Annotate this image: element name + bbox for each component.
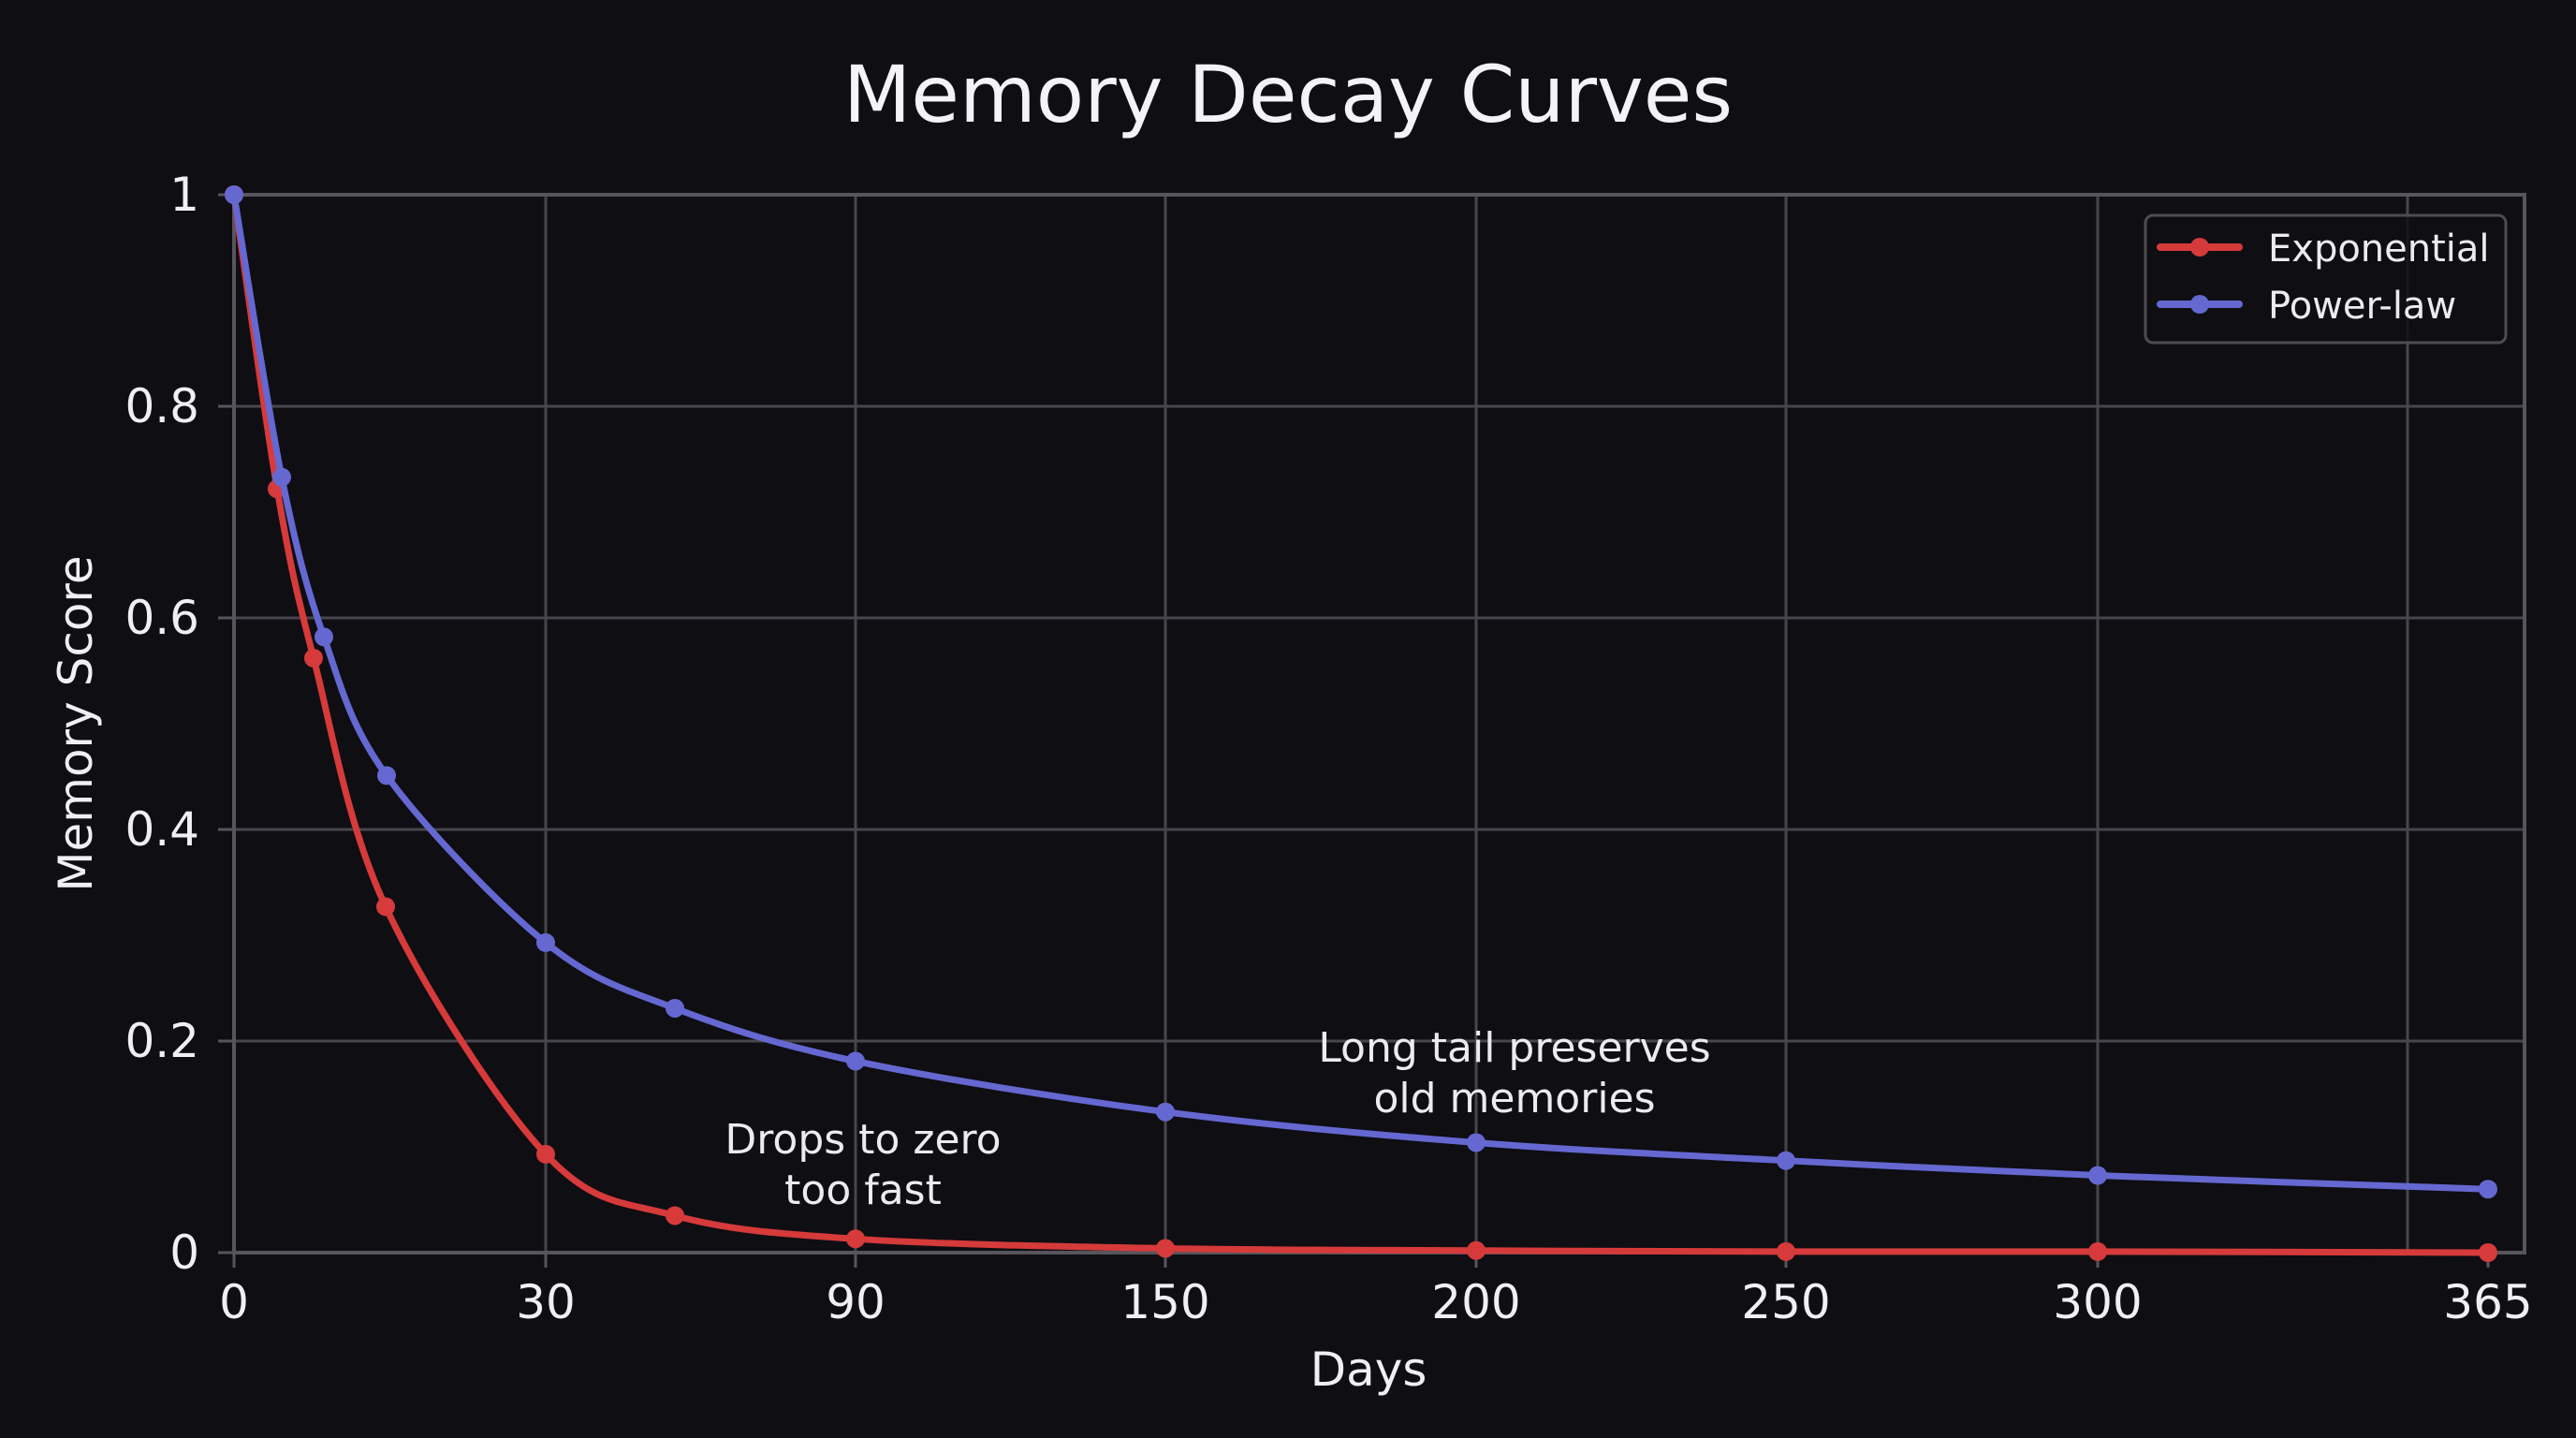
- data-point-marker[interactable]: [1467, 1240, 1486, 1260]
- y-axis-ticks: 0 0.2 0.4 0.6 0.8 1: [124, 168, 234, 1280]
- data-point-marker[interactable]: [315, 627, 333, 647]
- annotation-line: Long tail preserves: [1318, 1024, 1710, 1072]
- data-point-marker[interactable]: [666, 998, 684, 1018]
- x-tick-label: 200: [1431, 1275, 1520, 1329]
- data-point-marker[interactable]: [1156, 1102, 1175, 1122]
- y-tick-label: 0.8: [124, 379, 199, 433]
- annotation-line: Drops to zero: [724, 1116, 1001, 1164]
- data-point-marker[interactable]: [304, 648, 323, 668]
- data-point-marker[interactable]: [225, 185, 243, 204]
- x-tick-label: 150: [1120, 1275, 1209, 1329]
- chart-title: Memory Decay Curves: [843, 49, 1733, 140]
- data-point-marker[interactable]: [2088, 1166, 2107, 1185]
- data-point-marker[interactable]: [2479, 1243, 2497, 1262]
- data-point-marker[interactable]: [2088, 1241, 2107, 1261]
- y-tick-label: 0.4: [124, 802, 199, 857]
- x-tick-label: 250: [1741, 1275, 1830, 1329]
- legend-power-law-label: Power-law: [2268, 285, 2456, 328]
- y-tick-label: 0.6: [124, 591, 199, 645]
- data-point-marker[interactable]: [2479, 1180, 2497, 1199]
- data-point-marker[interactable]: [376, 897, 395, 917]
- data-point-marker[interactable]: [536, 932, 555, 952]
- legend-item-power-law[interactable]: Power-law: [2157, 285, 2456, 328]
- x-tick-label: 365: [2443, 1275, 2532, 1329]
- data-point-marker[interactable]: [1467, 1133, 1486, 1152]
- annotation-line: too fast: [784, 1167, 942, 1214]
- legend-exponential-marker-icon: [2190, 238, 2209, 257]
- data-point-marker[interactable]: [1777, 1151, 1795, 1170]
- x-tick-label: 90: [826, 1275, 886, 1329]
- series-power-law: [225, 185, 2497, 1199]
- y-axis-label: Memory Score: [49, 555, 103, 891]
- legend: Exponential Power-law: [2144, 213, 2508, 345]
- x-axis-ticks: 0 30 90 150 200 250 300 365: [219, 1253, 2533, 1329]
- x-tick-label: 0: [219, 1275, 249, 1329]
- legend-item-exponential[interactable]: Exponential: [2157, 227, 2490, 271]
- data-point-marker[interactable]: [377, 766, 396, 785]
- legend-exponential-label: Exponential: [2268, 227, 2490, 271]
- data-point-marker[interactable]: [536, 1144, 555, 1164]
- y-tick-label: 1: [169, 168, 199, 222]
- data-point-marker[interactable]: [666, 1206, 684, 1225]
- x-tick-label: 30: [516, 1275, 576, 1329]
- data-point-marker[interactable]: [272, 467, 291, 487]
- annotation-line: old memories: [1373, 1075, 1655, 1123]
- data-point-marker[interactable]: [846, 1051, 865, 1071]
- x-axis-label: Days: [1310, 1343, 1427, 1397]
- data-point-marker[interactable]: [1156, 1239, 1175, 1258]
- y-tick-label: 0.2: [124, 1014, 199, 1068]
- legend-power-law-marker-icon: [2190, 295, 2209, 314]
- series-layer: [225, 185, 2497, 1262]
- data-point-marker[interactable]: [1777, 1241, 1795, 1261]
- data-point-marker[interactable]: [846, 1229, 865, 1249]
- x-tick-label: 300: [2053, 1275, 2142, 1329]
- y-tick-label: 0: [169, 1225, 199, 1280]
